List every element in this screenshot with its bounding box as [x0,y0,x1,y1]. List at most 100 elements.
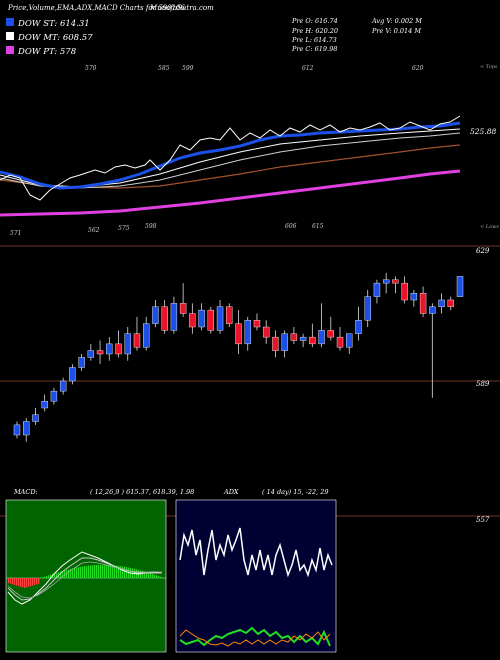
macd-histogram-bar [40,578,42,579]
macd-histogram-bar [30,578,32,587]
candle-body [235,323,242,345]
stat-pre-volume: Pre V: 0.014 M [371,27,421,35]
candle-body [309,336,316,345]
macd-histogram-bar [118,565,120,578]
macd-histogram-bar [20,578,22,587]
level-label-557: 557 [476,516,490,524]
candle-body [207,309,215,331]
bottom-label-6: 615 [312,223,324,230]
tops-label: < Tops [480,64,498,70]
candle-body [23,421,30,436]
top-label-4: 612 [302,65,314,72]
candle-body [124,333,131,355]
legend-pt-label: DOW PT: 578 [17,47,77,57]
top-label-5: 620 [412,65,424,72]
chart-title: Price,Volume,EMA,ADX,MACD Charts for 590… [7,4,185,12]
candles [13,273,464,442]
legend-swatch-mt [6,32,14,40]
macd-histogram-bar [38,578,40,584]
candle-body [189,313,196,328]
macd-histogram-bar [68,569,70,578]
ema-slow-line [0,144,461,189]
legend: DOW ST: 614.31 DOW MT: 608.57 DOW PT: 57… [6,18,93,57]
macd-histogram-bar [140,570,142,578]
candle-body [299,336,307,341]
candle-body [96,350,104,355]
stat-pre-open: Pre O: 616.74 [291,17,338,25]
macd-histogram-bar [54,573,56,578]
candle-body [69,367,76,382]
level-label-629: 629 [476,247,490,255]
candle-body [447,299,454,307]
macd-histogram-bar [92,565,94,578]
adx-minus-di-line [179,629,331,647]
candle-body [106,343,113,355]
macd-histogram-bar [124,566,126,578]
candle-body [253,320,261,328]
macd-extra-line [7,561,162,599]
macd-histogram-bar [102,564,104,578]
macd-histogram-bar [12,578,14,585]
macd-histogram-bar [42,577,44,578]
macd-histogram-bar [96,564,98,578]
candle-body [456,276,464,297]
candle-body [364,296,371,321]
top-label-2: 585 [158,65,170,72]
level-label-589: 589 [476,380,490,388]
macd-histogram-bar [16,578,18,586]
macd-histogram-bar [76,567,78,578]
site-name: MunafaSutra.com [149,4,214,12]
macd-histogram-bar [146,572,148,578]
adx-line [179,527,333,578]
macd-histogram-bar [56,572,58,578]
macd-histogram-bar [90,565,92,578]
macd-histogram-bar [46,576,48,578]
macd-histogram-bar [104,564,106,578]
macd-histogram-bar [32,578,34,586]
macd-histogram-bar [100,564,102,578]
candle-body [179,303,187,314]
macd-histogram-bar [86,565,88,578]
macd-histogram-bar [22,578,24,588]
macd-histogram-bar [24,578,26,588]
macd-histogram-bar [64,570,66,578]
legend-st-label: DOW ST: 614.31 [17,19,90,29]
candle-body [281,333,288,351]
macd-histogram-bar [112,565,114,578]
candle-body [152,306,159,324]
macd-histogram-bar [84,566,86,578]
macd-histogram-bar [106,564,108,578]
macd-histogram-bar [72,568,74,578]
candle-body [290,333,298,341]
macd-histogram-bar [82,566,84,578]
macd-histogram-bar [108,564,110,578]
stat-pre-close: Pre C: 619.98 [291,45,337,53]
macd-histogram-bar [116,565,118,578]
macd-background [5,499,167,653]
adx-panel [175,499,337,653]
macd-histogram-bar [60,571,62,578]
stats-block: Pre O: 616.74 Avg V: 0.002 M Pre H: 620.… [291,17,422,53]
stat-pre-high: Pre H: 620.20 [291,27,338,35]
candle-body [216,306,224,331]
price-panel: 629 589 557 [0,245,500,524]
macd-histogram-bar [122,566,124,578]
candle-body [244,320,251,345]
macd-histogram-bar [28,578,30,587]
top-label-3: 599 [182,65,194,72]
bottom-label-5: 606 [285,223,297,230]
macd-histogram-bar [114,565,116,578]
macd-histogram-bar [18,578,20,587]
stat-avg-volume: Avg V: 0.002 M [371,17,422,25]
legend-swatch-st [6,18,14,26]
macd-histogram-bar [126,567,128,578]
candle-body [13,424,21,436]
candle-body [336,336,344,348]
candle-body [346,333,353,348]
macd-histogram-bar [156,575,158,578]
macd-histogram-bar [48,575,50,578]
ema-long-term-line [0,169,461,217]
adx-label: ADX [223,488,239,496]
stat-pre-low: Pre L: 614.73 [291,36,337,44]
candle-body [401,282,408,301]
